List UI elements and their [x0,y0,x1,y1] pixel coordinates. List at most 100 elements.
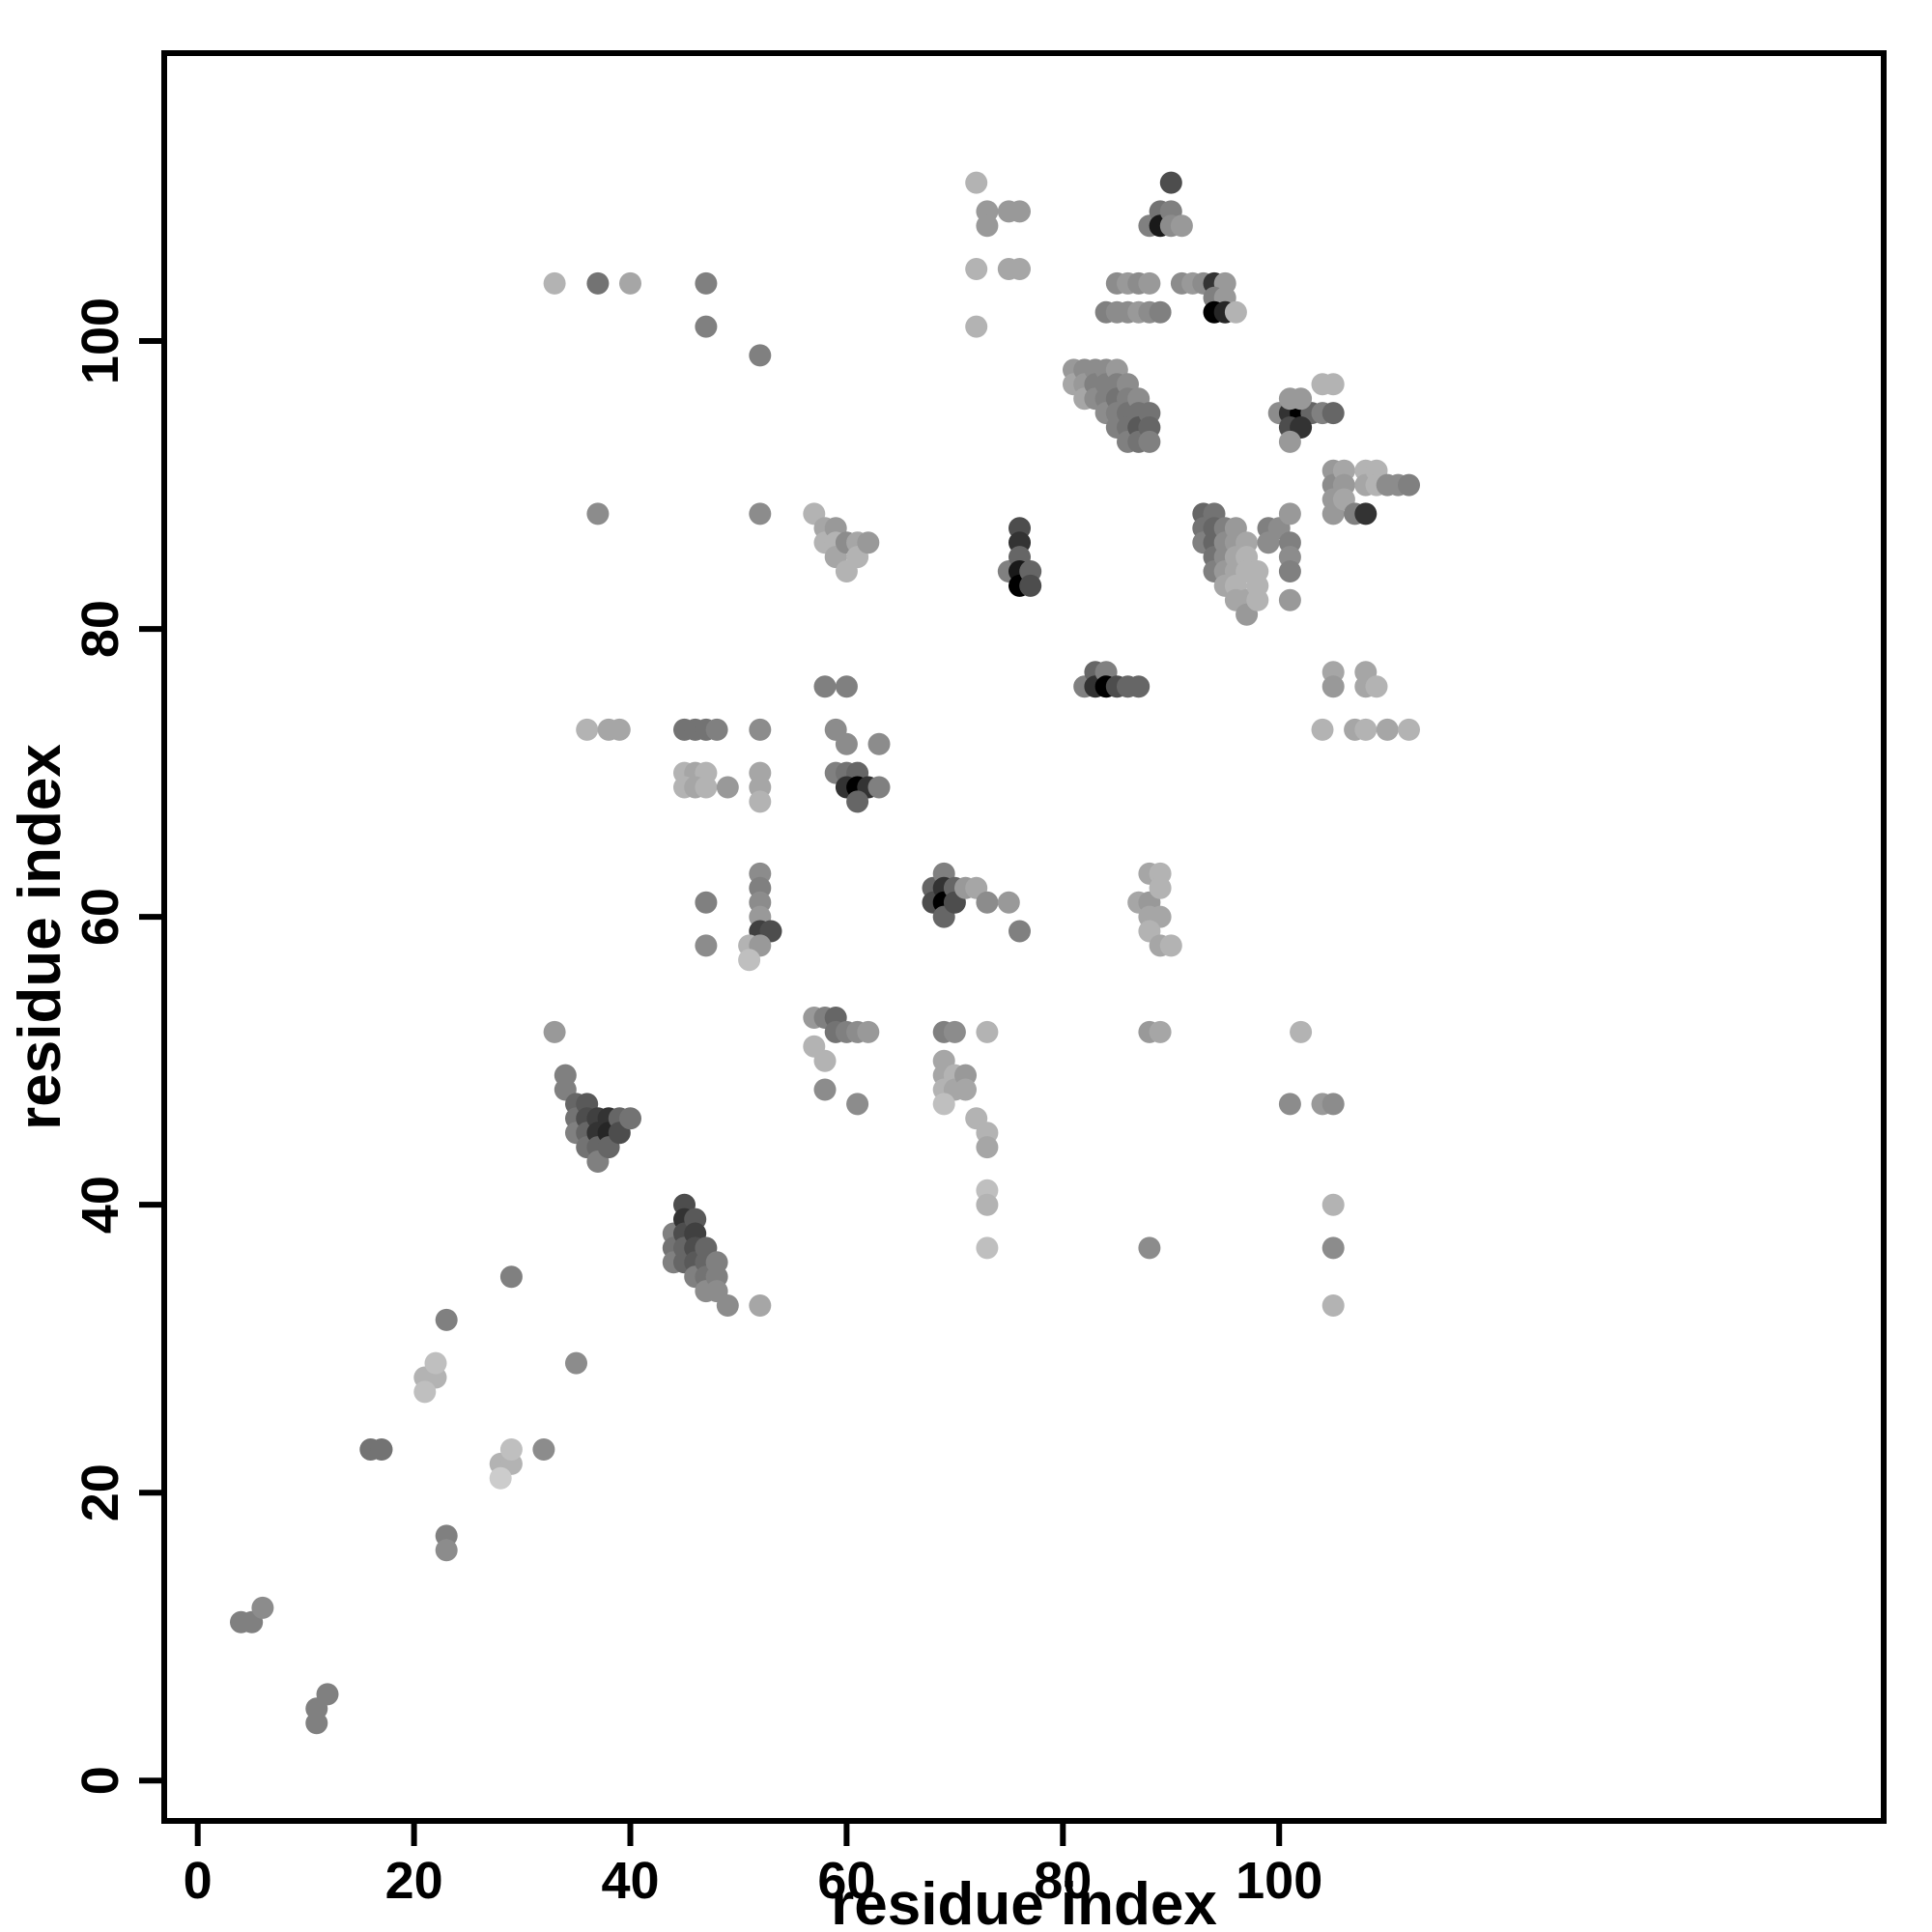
data-point [1159,934,1182,957]
data-point [1311,718,1334,741]
data-point [976,1193,999,1216]
data-point [857,531,880,554]
data-point [370,1438,393,1461]
data-point [1019,574,1042,597]
data-point [1321,402,1345,425]
data-point [932,1093,955,1116]
data-point [965,171,988,194]
data-point [846,1093,869,1116]
data-point [1321,1294,1345,1317]
y-tick-label: 20 [71,1463,129,1521]
data-point [565,1351,587,1375]
data-point [867,776,891,799]
data-point [976,214,999,238]
x-tick-label: 60 [817,1852,875,1910]
data-point [695,776,718,799]
data-point [1376,718,1399,741]
data-point [857,1020,880,1043]
data-point [965,315,988,338]
data-point [586,271,610,295]
data-point [1354,718,1378,741]
data-point [1278,1093,1301,1116]
data-point [695,315,718,338]
data-point [997,891,1020,914]
data-point [1127,675,1151,698]
x-axis-title: residue index [831,1871,1217,1932]
plot-border-box [161,50,1887,1824]
data-point [1149,1020,1172,1043]
data-point [1246,588,1269,611]
x-tick-label: 0 [184,1852,213,1910]
data-point [1354,502,1378,526]
data-point [738,949,761,972]
data-point [608,718,631,741]
data-point [1149,300,1172,324]
x-tick-label: 20 [385,1852,443,1910]
data-point [1290,387,1313,411]
data-point [316,1683,339,1706]
data-point [749,718,772,741]
data-point [1138,1236,1161,1260]
data-point [543,1020,566,1043]
y-tick-label: 80 [71,600,129,658]
data-point [749,344,772,367]
y-tick-label: 100 [71,298,129,384]
data-point [813,1078,837,1101]
data-point [1170,214,1193,238]
data-point [586,502,610,526]
data-point [424,1351,447,1375]
data-point [976,1020,999,1043]
y-tick-label: 60 [71,888,129,946]
data-point [1321,373,1345,396]
data-point [413,1380,437,1404]
data-point [1224,300,1247,324]
data-point [1321,1236,1345,1260]
data-point [1321,1093,1345,1116]
data-point [976,1236,999,1260]
data-point [813,1049,837,1072]
data-point [1278,588,1301,611]
data-point [1321,675,1345,698]
data-point [965,258,988,280]
data-point [705,718,728,741]
data-point [867,732,891,755]
data-point [846,790,869,813]
y-axis-ticks: 0 20 40 60 80 100 [71,298,164,1795]
data-point [499,1438,523,1461]
data-point [619,271,641,295]
data-point [695,891,718,914]
data-point [695,934,718,957]
data-point [954,1078,977,1101]
data-point [835,732,858,755]
data-point [1149,876,1172,899]
data-point [1278,560,1301,582]
x-tick-label: 40 [601,1852,659,1910]
data-point [1398,473,1420,497]
data-point [1290,1020,1313,1043]
data-point [1398,718,1420,741]
data-point [976,1136,999,1159]
data-point [716,776,739,799]
data-point [499,1265,523,1289]
data-point [716,1294,739,1317]
x-tick-label: 80 [1034,1852,1092,1910]
data-point [1365,675,1388,698]
data-point [489,1466,512,1490]
data-point [1009,920,1031,943]
data-point [532,1438,555,1461]
data-point [749,790,772,813]
data-point [1278,430,1301,453]
data-point [835,675,858,698]
data-point [543,271,566,295]
data-point [695,271,718,295]
data-point [943,1020,966,1043]
x-tick-label: 100 [1236,1852,1322,1910]
data-point [1321,1193,1345,1216]
data-point [1278,502,1301,526]
data-point [976,891,999,914]
data-point [1159,171,1182,194]
data-point [1138,430,1161,453]
points-layer [230,171,1420,1735]
